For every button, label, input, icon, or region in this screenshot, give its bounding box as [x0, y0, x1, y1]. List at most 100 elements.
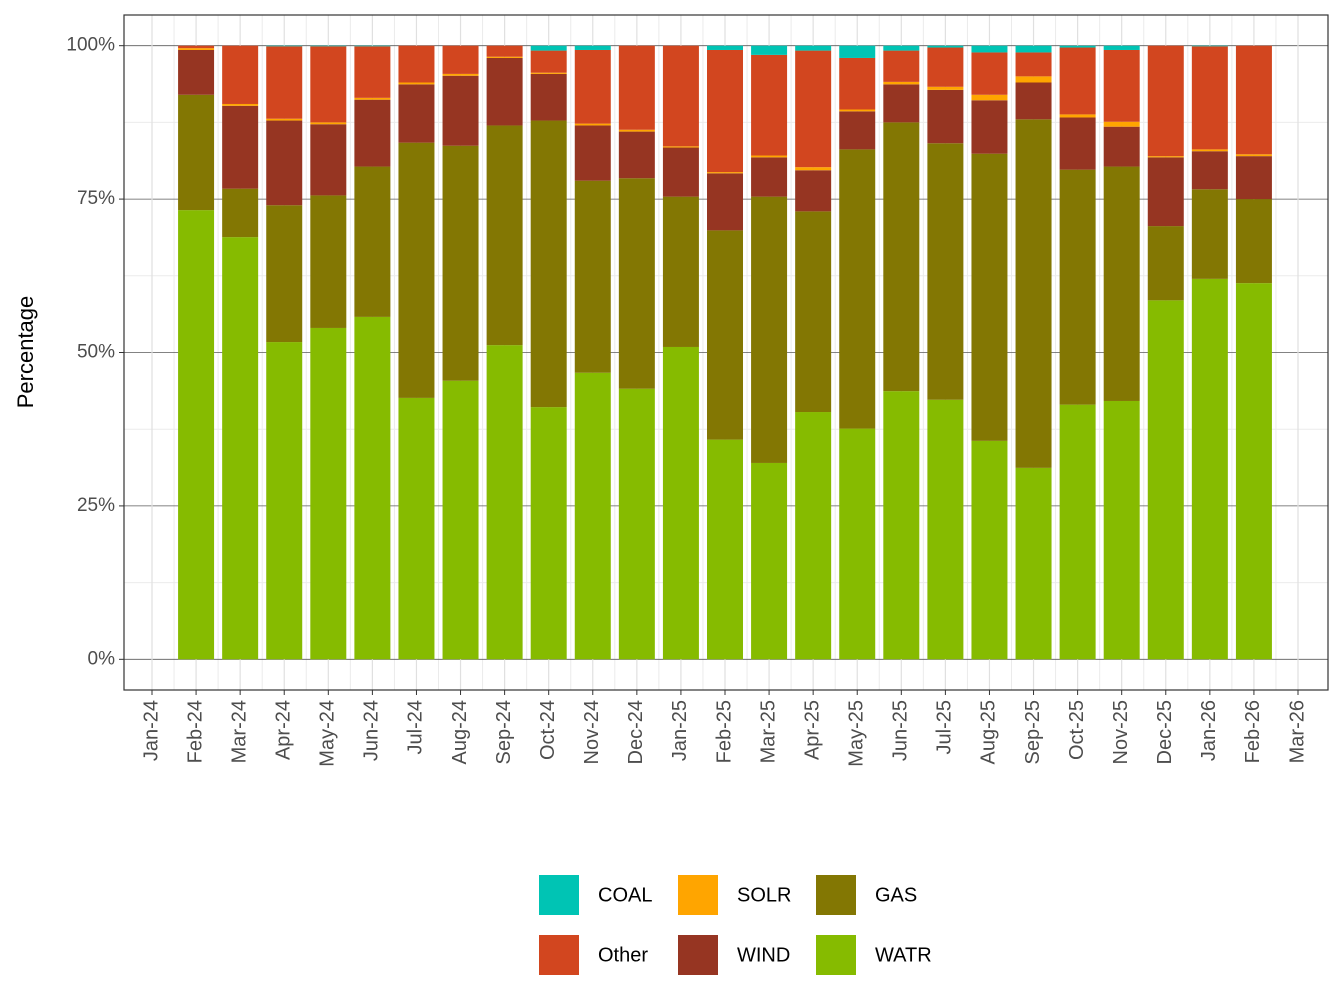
bar-segment: [971, 100, 1008, 154]
bar-segment: [1235, 199, 1272, 284]
bar-segment: [927, 86, 964, 90]
bar-segment: [574, 125, 611, 181]
bar-segment: [1191, 45, 1228, 47]
bar-segment: [839, 111, 876, 150]
bar-segment: [927, 399, 964, 660]
bar-segment: [266, 342, 303, 660]
bar-segment: [751, 196, 788, 463]
bar-segment: [662, 45, 699, 147]
bar-segment: [971, 52, 1008, 95]
legend-key: [678, 935, 718, 975]
bar-segment: [266, 45, 303, 47]
x-tick-label: Mar-25: [757, 700, 779, 763]
bar-segment: [618, 178, 655, 389]
bar-segment: [266, 120, 303, 206]
bar-segment: [222, 188, 259, 238]
x-tick-label: Jan-26: [1198, 700, 1220, 761]
bar-segment: [222, 105, 259, 189]
x-tick-label: Aug-25: [978, 700, 1000, 765]
legend-label: WATR: [875, 944, 932, 966]
bar-segment: [530, 50, 567, 73]
bar-segment: [883, 84, 920, 123]
bar-segment: [442, 75, 479, 146]
bar-segment: [927, 143, 964, 400]
bar-segment: [1147, 45, 1184, 157]
bar-segment: [574, 180, 611, 373]
bar-segment: [310, 195, 347, 328]
y-axis-title: Percentage: [13, 296, 38, 409]
bar-segment: [442, 145, 479, 381]
legend-key: [539, 935, 579, 975]
legend-label: SOLR: [737, 884, 791, 906]
bar-segment: [310, 46, 347, 123]
bar-segment: [530, 120, 567, 408]
bar-segment: [1059, 114, 1096, 118]
bar-segment: [574, 372, 611, 660]
bar-segment: [751, 54, 788, 156]
legend-label: Other: [598, 944, 648, 966]
x-tick-label: Mar-24: [228, 700, 250, 763]
bar-segment: [486, 125, 523, 346]
x-tick-label: Nov-24: [581, 700, 603, 764]
x-tick-label: Feb-25: [713, 700, 735, 763]
bar-segment: [883, 50, 920, 82]
bar-segment: [662, 147, 699, 197]
bar-segment: [354, 45, 391, 47]
bar-segment: [795, 170, 832, 212]
bar-segment: [839, 428, 876, 660]
bar-segment: [266, 118, 303, 121]
x-tick-label: Oct-24: [537, 700, 559, 760]
bar-segment: [1015, 82, 1052, 120]
bar-segment: [178, 94, 215, 211]
bar-segment: [618, 45, 655, 130]
bar-segment: [1015, 76, 1052, 83]
bar-segment: [839, 109, 876, 112]
bar-segment: [618, 129, 655, 132]
bar-segment: [1059, 169, 1096, 405]
bar-segment: [530, 73, 567, 121]
x-tick-label: Jul-24: [405, 700, 427, 754]
bar-segment: [971, 94, 1008, 101]
bar-segment: [707, 45, 743, 50]
bar-segment: [486, 56, 523, 58]
bar-segment: [1191, 149, 1228, 152]
bar-segment: [707, 230, 743, 440]
bar-segment: [1103, 166, 1140, 401]
bar-segment: [1059, 47, 1096, 115]
bar-segment: [927, 47, 964, 87]
bar-segment: [971, 153, 1008, 441]
legend-key: [539, 875, 579, 915]
bar-segment: [178, 210, 215, 660]
bar-segment: [927, 89, 964, 144]
y-tick-label: 100%: [66, 35, 115, 56]
bar-segment: [574, 49, 611, 124]
bar-segment: [751, 155, 788, 158]
bar-segment: [1235, 156, 1272, 200]
bar-segment: [574, 123, 611, 126]
bar-segment: [1015, 45, 1052, 53]
bar-segment: [883, 81, 920, 85]
bar-segment: [971, 440, 1008, 660]
bar-segment: [354, 316, 391, 660]
bar-segment: [1235, 154, 1272, 157]
bar-segment: [1191, 46, 1228, 150]
bar-segment: [398, 82, 435, 85]
bar-segment: [486, 57, 523, 126]
x-tick-label: Jun-25: [890, 700, 912, 761]
bar-segment: [618, 131, 655, 179]
bar-segment: [530, 72, 567, 74]
legend-label: COAL: [598, 884, 652, 906]
bar-segment: [1103, 400, 1140, 660]
bar-segment: [795, 211, 832, 413]
bar-segment: [354, 166, 391, 317]
bar-segment: [530, 45, 567, 51]
bar-segment: [971, 45, 1008, 53]
bar-segment: [707, 49, 743, 173]
bar-segment: [1059, 117, 1096, 170]
bar-segment: [1015, 52, 1052, 77]
bar-segment: [1015, 119, 1052, 468]
bar-segment: [795, 167, 832, 171]
bar-segment: [839, 57, 876, 110]
bar-segment: [927, 45, 964, 48]
bar-segment: [222, 103, 259, 106]
